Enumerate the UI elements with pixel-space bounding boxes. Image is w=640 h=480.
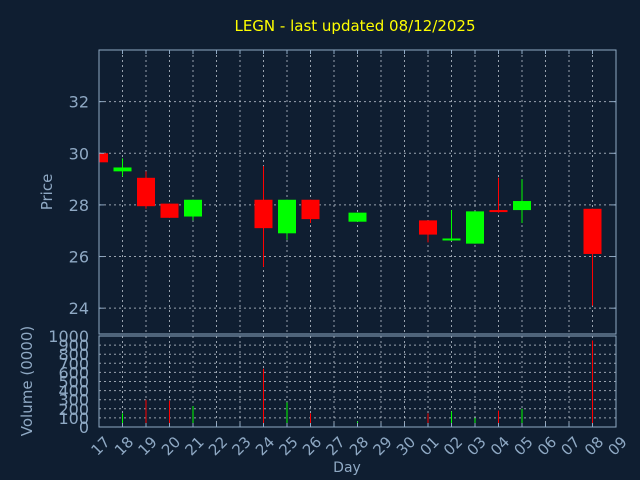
volume-tick-label: 200 [58, 400, 89, 419]
candle-body [184, 199, 202, 217]
day-tick-label: 02 [440, 433, 466, 459]
price-tick-label: 26 [69, 248, 89, 267]
candle-body [278, 199, 296, 234]
day-tick-label: 19 [135, 433, 161, 459]
price-tick-label: 30 [69, 144, 89, 163]
day-tick-label: 06 [534, 433, 560, 459]
day-tick-label: 23 [229, 433, 255, 459]
day-tick-label: 29 [370, 433, 396, 459]
candle-body [466, 211, 484, 244]
volume-tick-label: 800 [58, 345, 89, 364]
day-tick-label: 20 [158, 433, 184, 459]
day-tick-label: 03 [464, 433, 490, 459]
day-tick-label: 27 [323, 433, 349, 459]
day-tick-label: 26 [299, 433, 325, 459]
volume-tick-label: 0 [79, 418, 89, 437]
candle-body [513, 201, 531, 211]
price-tick-labels: 24 26 28 30 32 [69, 93, 616, 318]
volume-tick-label: 300 [58, 391, 89, 410]
candle-body [113, 167, 132, 172]
day-tick-label: 18 [111, 433, 137, 459]
day-tick-label: 05 [511, 433, 537, 459]
day-tick-label: 17 [88, 433, 114, 459]
candle-body [348, 212, 367, 222]
price-axis-label: Price [38, 174, 56, 211]
candle-body [583, 208, 602, 254]
volume-axis-label: Volume (0000) [18, 326, 36, 436]
candle-body [419, 220, 437, 235]
day-tick-label: 07 [558, 433, 584, 459]
candle-body [160, 203, 179, 218]
candle-body [137, 177, 155, 207]
volume-bars [122, 340, 593, 427]
grid-lines [98, 50, 617, 428]
candle-body [301, 199, 320, 220]
candle-body [489, 210, 508, 213]
chart-title: LEGN - last updated 08/12/2025 [234, 17, 475, 35]
volume-tick-label: 900 [58, 336, 89, 355]
day-tick-label: 21 [182, 433, 208, 459]
candle-body [254, 199, 273, 229]
day-tick-label: 24 [252, 433, 278, 459]
price-tick-label: 24 [69, 299, 89, 318]
day-tick-label: 04 [487, 433, 513, 459]
price-tick-label: 28 [69, 196, 89, 215]
candle-body [442, 238, 461, 241]
day-tick-label: 01 [417, 433, 443, 459]
volume-tick-label: 100 [58, 409, 89, 428]
volume-tick-label: 1000 [48, 327, 89, 346]
volume-tick-label: 600 [58, 363, 89, 382]
day-tick-label: 22 [205, 433, 231, 459]
candle-body [99, 153, 108, 163]
day-tick-label: 09 [605, 433, 631, 459]
volume-tick-label: 500 [58, 373, 89, 392]
day-tick-label: 08 [581, 433, 607, 459]
volume-tick-label: 700 [58, 354, 89, 373]
volume-tick-label: 400 [58, 382, 89, 401]
price-tick-label: 32 [69, 93, 89, 112]
day-tick-label: 28 [346, 433, 372, 459]
day-tick-label: 30 [393, 433, 419, 459]
day-tick-label: 25 [276, 433, 302, 459]
day-axis-label: Day [333, 460, 361, 476]
candles [98, 153, 602, 306]
